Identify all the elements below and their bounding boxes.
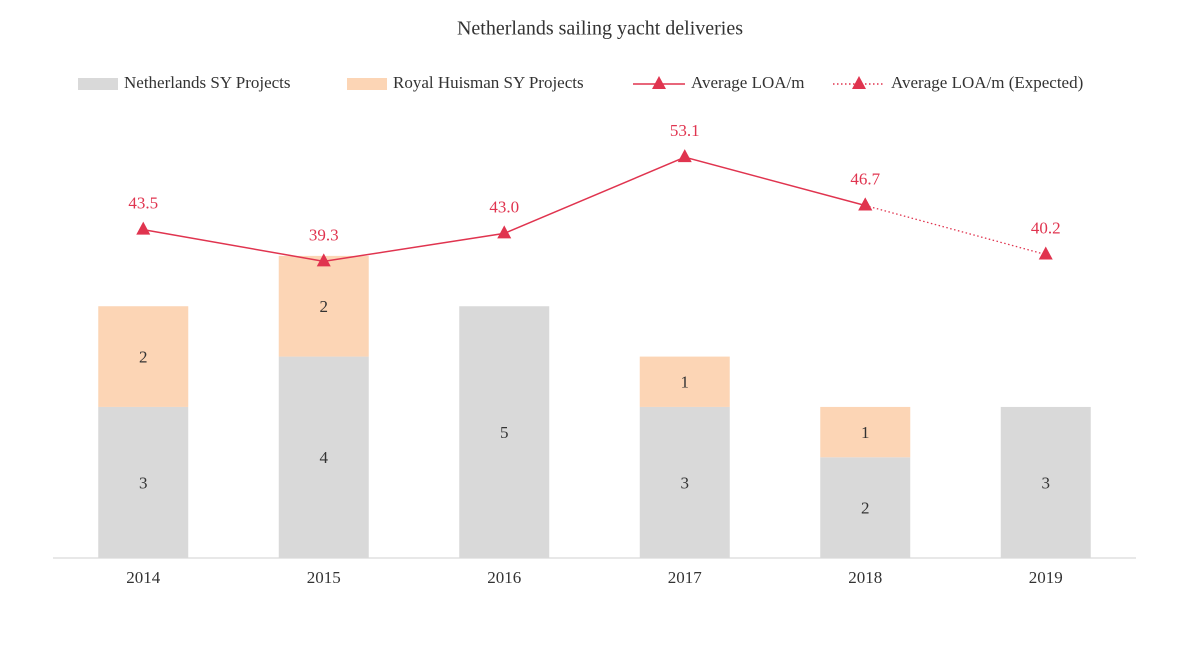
bar-label: 2 [861, 499, 870, 518]
bar-segment [1000, 406, 1091, 558]
line-label: 40.2 [1031, 218, 1061, 237]
line-label: 43.5 [128, 194, 158, 213]
line-marker [136, 221, 151, 235]
line-marker [858, 197, 873, 211]
bar-segment [459, 306, 550, 558]
legend-marker [852, 76, 866, 89]
bar-label: 4 [320, 448, 329, 467]
bar-label: 1 [861, 423, 870, 442]
legend-label: Royal Huisman SY Projects [393, 73, 584, 92]
bar-segment [278, 356, 369, 558]
legend-marker [652, 76, 666, 89]
legend-swatch [78, 78, 118, 90]
x-tick-label: 2014 [126, 568, 161, 587]
bar-label: 3 [1042, 473, 1051, 492]
chart-title: Netherlands sailing yacht deliveries [457, 18, 743, 40]
line-marker [1038, 246, 1053, 260]
legend-label: Netherlands SY Projects [124, 73, 291, 92]
bar-segment [820, 406, 911, 458]
bar-label: 5 [500, 423, 509, 442]
line-marker [677, 149, 692, 163]
x-tick-label: 2019 [1029, 568, 1063, 587]
bar-label: 2 [320, 297, 329, 316]
legend-label: Average LOA/m [691, 73, 804, 92]
line-label: 46.7 [850, 169, 880, 188]
bar-segment [98, 406, 189, 558]
bar-segment [278, 255, 369, 357]
bar-segment [639, 406, 730, 558]
bar-segment [639, 356, 730, 407]
x-tick-label: 2015 [307, 568, 341, 587]
line-marker [497, 225, 512, 239]
bar-segment [820, 457, 911, 558]
x-tick-label: 2017 [668, 568, 703, 587]
bar-segment [98, 306, 189, 407]
line [865, 204, 1046, 256]
x-tick-label: 2018 [848, 568, 882, 587]
x-tick-label: 2016 [487, 568, 521, 587]
line-label: 43.0 [489, 197, 519, 216]
bar-label: 1 [681, 373, 690, 392]
line-marker [316, 253, 331, 267]
legend-swatch [347, 78, 387, 90]
line-label: 53.1 [670, 121, 700, 140]
bar-label: 3 [139, 473, 148, 492]
bar-label: 2 [139, 347, 148, 366]
bar-label: 3 [681, 473, 690, 492]
legend-label: Average LOA/m (Expected) [891, 73, 1083, 92]
line-label: 39.3 [309, 225, 339, 244]
